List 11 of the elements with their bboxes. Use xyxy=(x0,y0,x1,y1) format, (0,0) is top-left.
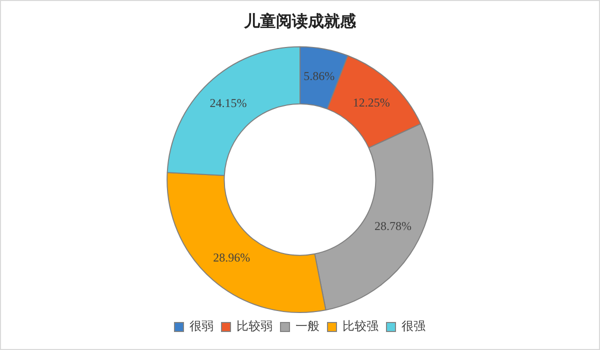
legend-label: 比较弱 xyxy=(236,319,272,334)
legend-label: 一般 xyxy=(296,319,320,334)
legend-label: 很弱 xyxy=(190,319,214,334)
data-label: 28.78% xyxy=(374,219,412,234)
legend-label: 很强 xyxy=(402,319,426,334)
data-label: 28.96% xyxy=(213,250,250,265)
data-label: 24.15% xyxy=(210,96,247,110)
data-label: 12.25% xyxy=(352,96,390,110)
data-label: 5.86% xyxy=(304,69,335,84)
legend-label: 比较强 xyxy=(342,319,378,334)
chart-title: 儿童阅读成就感 xyxy=(243,12,357,31)
